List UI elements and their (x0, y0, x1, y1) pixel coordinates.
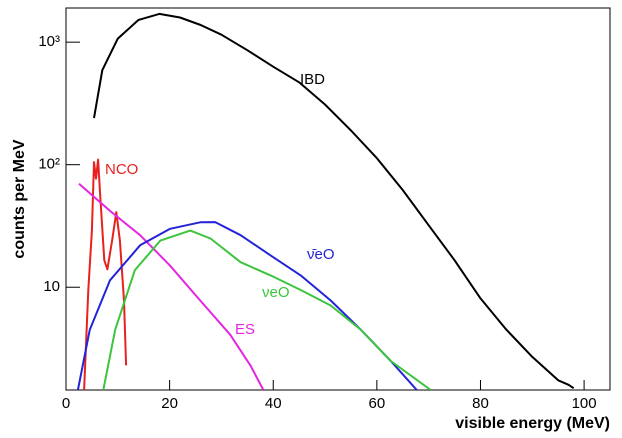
x-tick-label: 60 (369, 395, 386, 412)
y-tick-label: 10³ (38, 33, 60, 50)
series-line (76, 221, 418, 390)
series-line (93, 12, 575, 390)
series-line (83, 158, 128, 390)
y-axis-title: counts per MeV (11, 139, 28, 258)
series-line (78, 182, 265, 390)
plot-lines (76, 12, 575, 390)
series-label: νeO (262, 284, 290, 301)
x-tick-label: 0 (62, 395, 70, 412)
plot-frame (65, 7, 611, 391)
series-label: IBD (300, 71, 325, 88)
series-line (102, 229, 432, 390)
y-tick-label: 10 (43, 278, 60, 295)
x-axis-title: visible energy (MeV) (455, 415, 610, 432)
series-label: ν̄eO (307, 246, 335, 263)
x-tick-label: 40 (265, 395, 282, 412)
x-tick-label: 80 (472, 395, 489, 412)
y-tick-label: 10² (38, 156, 60, 173)
x-tick-label: 20 (161, 395, 178, 412)
series-label: ES (235, 321, 255, 338)
series-label: NCO (105, 161, 138, 178)
x-tick-label: 100 (572, 395, 597, 412)
